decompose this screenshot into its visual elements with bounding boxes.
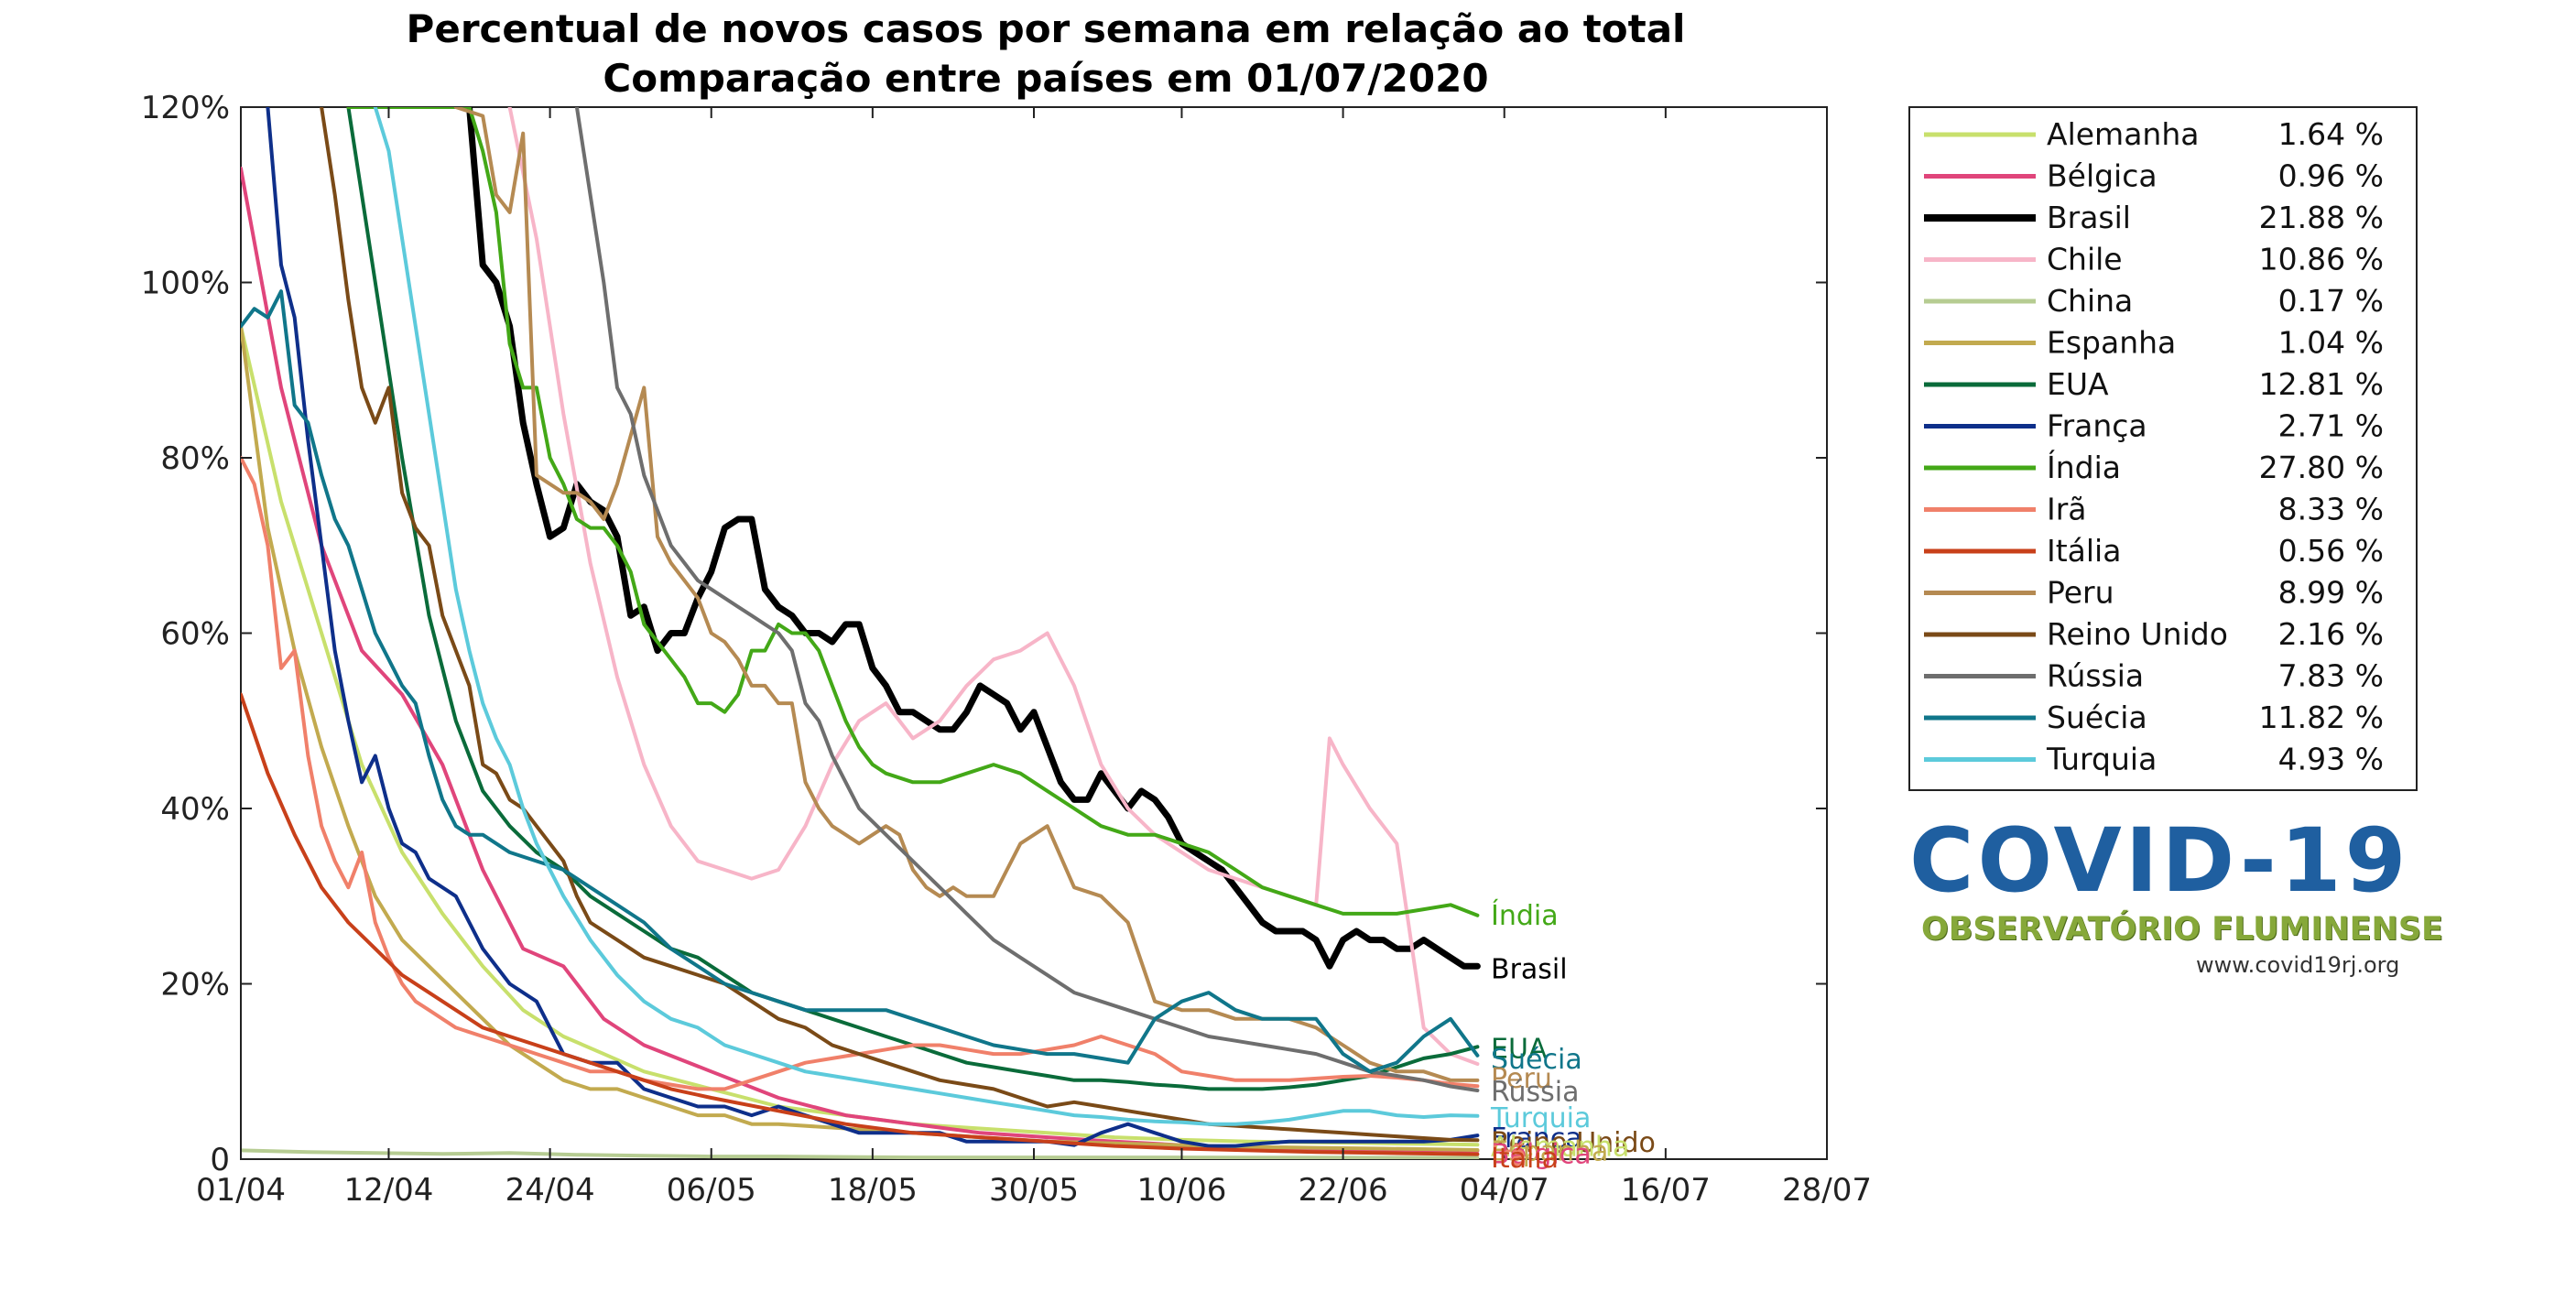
legend-value: 1.64 %: [2278, 116, 2384, 152]
y-tick-label: 40%: [160, 791, 230, 828]
series-line-rússia: [574, 107, 1480, 1092]
x-tick-label: 24/04: [505, 1172, 595, 1209]
logo-url: www.covid19rj.org: [2196, 952, 2400, 978]
series-layer: [241, 107, 1481, 1159]
legend-value: 0.17 %: [2278, 283, 2384, 319]
legend-label: EUA: [2047, 366, 2109, 402]
series-line-peru: [453, 107, 1480, 1082]
covid19-logo: COVID-19: [1909, 810, 2422, 911]
logo-word-text: COVID-19: [1909, 809, 2410, 912]
legend-label: Brasil: [2047, 200, 2131, 235]
legend-label: Rússia: [2047, 658, 2144, 694]
plot-area: [240, 106, 1828, 1160]
axis-layer: 01/04 12/04 24/04 06/05 18/05 30/05 10/06 22/06…: [141, 90, 1872, 1209]
end-label-índia: Índia: [1491, 899, 1559, 932]
legend-label: Irã: [2047, 492, 2087, 527]
y-tick-label: 20%: [160, 967, 230, 1004]
x-tick-label: 01/04: [196, 1172, 286, 1209]
legend: Alemanha 1.64 % Bélgica 0.96 % Brasil 21.88 %…: [1908, 106, 2418, 791]
legend-value: 0.96 %: [2278, 158, 2384, 194]
x-tick-label: 28/07: [1782, 1172, 1872, 1209]
end-label-alemanha: Alemanha: [1491, 1132, 1629, 1164]
legend-label: Suécia: [2047, 700, 2147, 735]
series-line-suécia: [241, 289, 1480, 1074]
x-tick-label: 16/07: [1621, 1172, 1711, 1209]
x-tick-label: 06/05: [667, 1172, 756, 1209]
x-tick-label: 04/07: [1460, 1172, 1549, 1209]
end-label-rússia: Rússia: [1491, 1076, 1580, 1108]
legend-label: China: [2047, 283, 2133, 319]
legend-value: 8.33 %: [2278, 492, 2384, 527]
legend-label: Itália: [2047, 533, 2121, 569]
series-line-espanha: [241, 324, 1480, 1152]
y-tick-label: 100%: [141, 266, 230, 302]
legend-label: França: [2047, 408, 2147, 444]
series-line-reino-unido: [320, 107, 1480, 1143]
chart-subtitle: Comparação entre países em 01/07/2020: [603, 56, 1488, 101]
series-line-turquia: [373, 107, 1480, 1126]
x-tick-label: 10/06: [1136, 1172, 1226, 1209]
legend-value: 21.88 %: [2259, 200, 2384, 235]
series-line-chile: [507, 107, 1480, 1066]
legend-value: 11.82 %: [2259, 700, 2384, 735]
series-line-china: [241, 1148, 1480, 1159]
end-label-itália: Itália: [1491, 1143, 1559, 1175]
legend-value: 1.04 %: [2278, 325, 2384, 361]
legend-label: Reino Unido: [2047, 616, 2228, 652]
legend-label: Bélgica: [2047, 158, 2158, 194]
y-tick-label: 0: [210, 1142, 230, 1178]
end-label-peru: Peru: [1491, 1063, 1552, 1095]
legend-label: Chile: [2047, 242, 2123, 277]
end-label-bélgica: Bélgica: [1491, 1138, 1592, 1170]
legend-value: 12.81 %: [2259, 366, 2384, 402]
legend-value: 7.83 %: [2278, 658, 2384, 694]
y-tick-label: 60%: [160, 616, 230, 653]
legend-value: 2.16 %: [2278, 616, 2384, 652]
legend-value: 2.71 %: [2278, 408, 2384, 444]
end-label-eua: EUA: [1491, 1033, 1548, 1065]
series-line-itália: [241, 692, 1480, 1156]
end-label-frança: França: [1491, 1123, 1582, 1155]
series-line-brasil: [466, 107, 1481, 970]
series-line-irã: [241, 456, 1480, 1091]
legend-label: Índia: [2047, 449, 2121, 485]
logo-subtitle: OBSERVATÓRIO FLUMINENSE: [1921, 911, 2443, 948]
x-tick-label: 12/04: [343, 1172, 433, 1209]
end-label-reino-unido: Reino Unido: [1491, 1127, 1656, 1159]
legend-label: Turquia: [2046, 742, 2157, 777]
end-label-turquia: Turquia: [1490, 1102, 1591, 1134]
x-tick-label: 18/05: [828, 1172, 918, 1209]
series-line-alemanha: [241, 324, 1480, 1147]
y-tick-label: 80%: [160, 440, 230, 477]
x-tick-label: 30/05: [989, 1172, 1079, 1209]
legend-value: 8.99 %: [2278, 575, 2384, 611]
legend-value: 4.93 %: [2278, 742, 2384, 777]
end-labels: Índia Brasil EUASuéciaPeruRússiaTurquiaFra…: [1490, 899, 1656, 1175]
y-tick-label: 120%: [141, 90, 230, 126]
end-label-irã: Irã: [1491, 1140, 1527, 1172]
legend-value: 10.86 %: [2259, 242, 2384, 277]
x-tick-label: 22/06: [1299, 1172, 1388, 1209]
series-line-frança: [266, 107, 1480, 1148]
legend-value: 0.56 %: [2278, 533, 2384, 569]
end-label-espanha: Espanha: [1491, 1135, 1608, 1167]
end-label-suécia: Suécia: [1491, 1044, 1582, 1076]
chart-title: Percentual de novos casos por semana em …: [407, 6, 1686, 51]
legend-value: 27.80 %: [2259, 450, 2384, 485]
end-label-brasil: Brasil: [1491, 953, 1568, 985]
legend-label: Espanha: [2047, 325, 2176, 361]
legend-label: Peru: [2047, 575, 2114, 611]
legend-label: Alemanha: [2047, 116, 2199, 152]
